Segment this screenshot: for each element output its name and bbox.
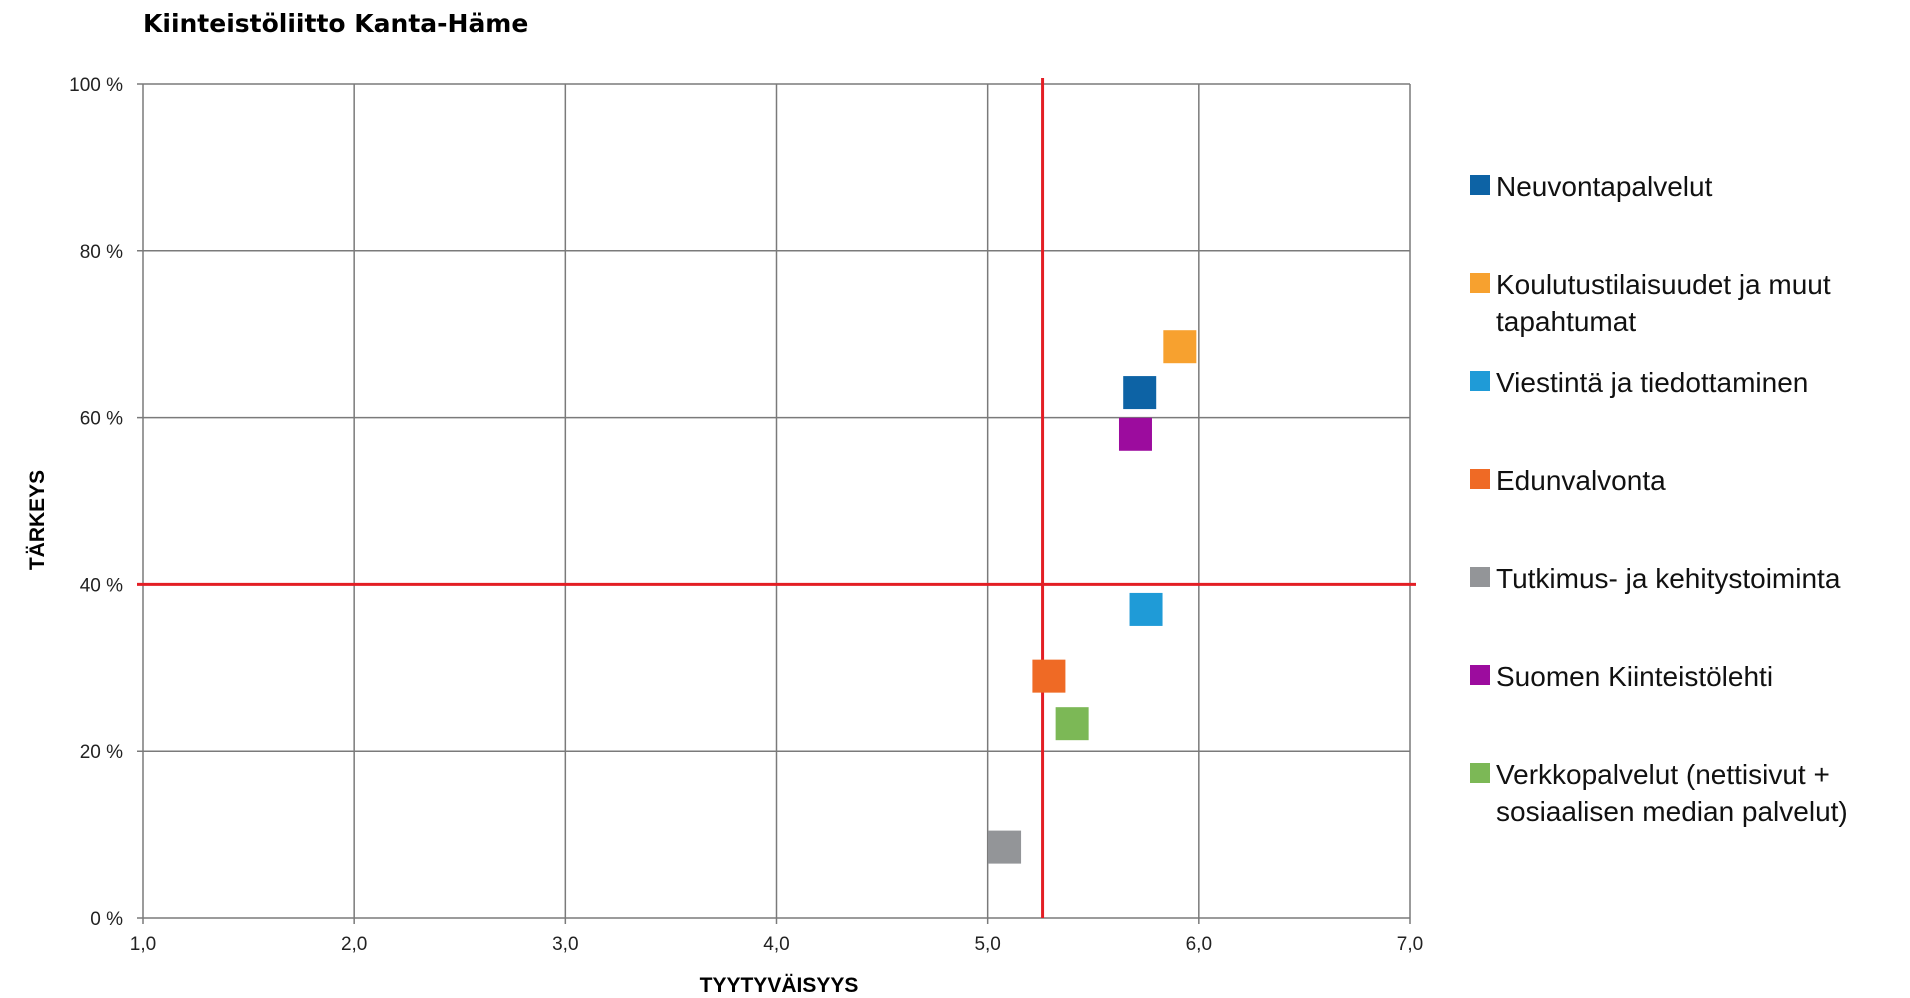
legend-label: Edunvalvonta — [1496, 465, 1666, 496]
y-tick-label: 100 % — [69, 75, 123, 96]
legend-label: Verkkopalvelut (nettisivut + sosiaalisen … — [1496, 759, 1848, 827]
data-point — [1032, 659, 1066, 693]
data-point — [988, 830, 1022, 864]
legend-label: Neuvontapalvelut — [1496, 171, 1713, 202]
y-tick-label: 0 % — [90, 909, 123, 930]
x-tick-label: 2,0 — [341, 934, 367, 955]
legend-swatch — [1470, 469, 1490, 489]
data-point — [1123, 376, 1157, 410]
data-point — [1055, 707, 1089, 741]
legend-swatch — [1470, 371, 1490, 391]
y-tick-label: 60 % — [80, 409, 123, 430]
legend-label: Suomen Kiinteistölehti — [1496, 661, 1773, 692]
grid — [137, 83, 1411, 924]
legend: Neuvontapalvelut Koulutustilaisuudet ja m… — [1470, 171, 1848, 827]
x-tick-label: 7,0 — [1397, 934, 1423, 955]
legend-label: Tutkimus- ja kehitystoiminta — [1496, 563, 1841, 594]
x-tick-label: 3,0 — [552, 934, 578, 955]
legend-swatch — [1470, 763, 1490, 783]
legend-swatch — [1470, 273, 1490, 293]
legend-swatch — [1470, 567, 1490, 587]
y-axis-title: TÄRKEYS — [26, 470, 49, 570]
chart-title: Kiinteistöliitto Kanta-Häme — [143, 9, 528, 38]
data-point — [1163, 330, 1197, 364]
legend-swatch — [1470, 175, 1490, 195]
axis-ticks: 1,0 2,0 3,0 4,0 5,0 6,0 7,0 0 % 20 % 40 % 60 % 80 %… — [69, 75, 1423, 955]
x-tick-label: 1,0 — [130, 934, 156, 955]
data-point — [1129, 592, 1163, 626]
y-tick-label: 20 % — [80, 742, 123, 763]
reference-lines — [137, 78, 1416, 918]
legend-label: Viestintä ja tiedottaminen — [1496, 367, 1808, 398]
y-tick-label: 40 % — [80, 575, 123, 596]
legend-swatch — [1470, 665, 1490, 685]
data-point — [1118, 417, 1152, 451]
x-axis-title: TYYTYVÄISYYS — [700, 974, 859, 993]
legend-label: Koulutustilaisuudet ja muut tapahtumat — [1496, 269, 1831, 337]
data-points — [988, 330, 1197, 864]
x-tick-label: 5,0 — [974, 934, 1000, 955]
x-tick-label: 6,0 — [1186, 934, 1212, 955]
y-tick-label: 80 % — [80, 242, 123, 263]
x-tick-label: 4,0 — [763, 934, 789, 955]
